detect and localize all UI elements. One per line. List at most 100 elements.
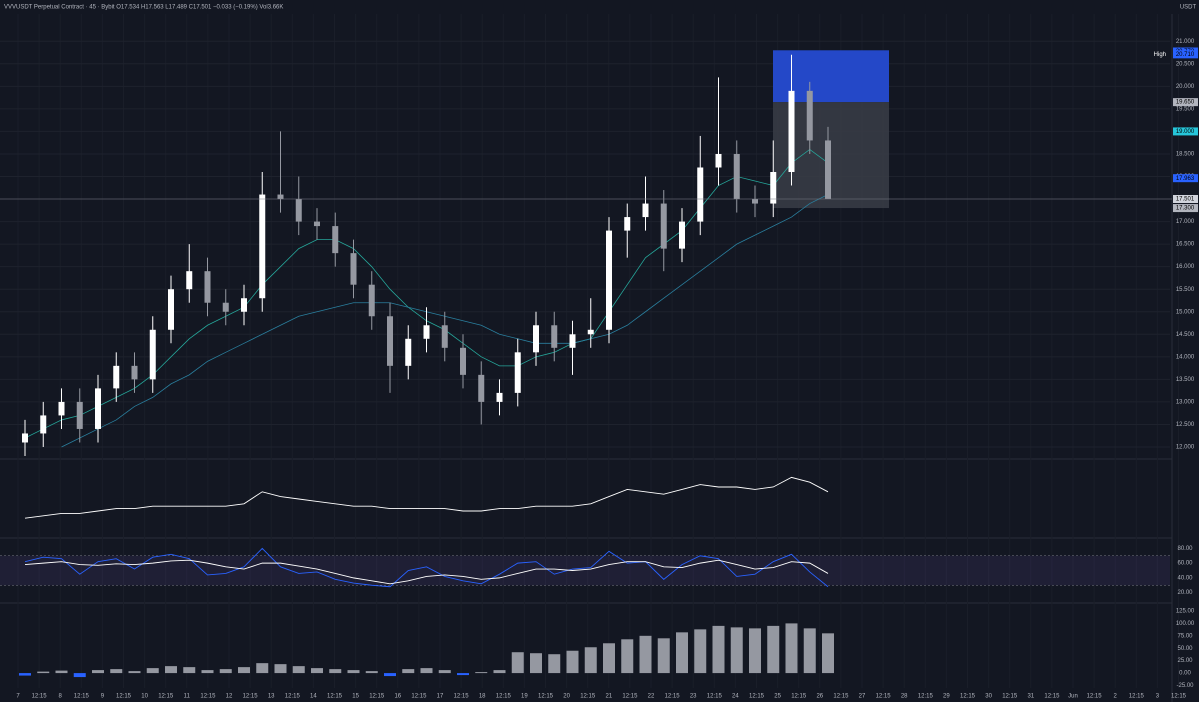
y-tick-label: 14.000	[1176, 354, 1195, 360]
y-tick-label: 20.000	[1176, 84, 1195, 90]
y-tick-label: 16.000	[1176, 264, 1195, 270]
bar	[676, 632, 688, 674]
y-tick-label: 14.500	[1176, 332, 1195, 338]
candle-body	[113, 365, 120, 389]
bar	[566, 650, 579, 674]
bar	[785, 623, 798, 674]
x-tick-label: 12:15	[665, 694, 681, 700]
candle-body	[186, 271, 193, 290]
x-tick-label: 12:15	[1129, 694, 1145, 700]
x-tick-label: 17	[437, 694, 444, 700]
x-tick-label: 19	[521, 694, 528, 700]
y-tick-label: 75.00	[1177, 633, 1193, 639]
x-tick-label: 12	[226, 694, 233, 700]
candle-body	[551, 325, 558, 348]
x-tick-label: 12:15	[32, 694, 48, 700]
bar	[420, 668, 433, 674]
bar	[201, 670, 214, 674]
y-tick-label: 21.000	[1176, 39, 1195, 45]
bar	[511, 652, 524, 674]
y-tick-label: 16.500	[1176, 242, 1195, 248]
y-tick-label: 19.500	[1176, 106, 1195, 112]
bar	[110, 669, 123, 674]
x-tick-label: 12:15	[74, 694, 90, 700]
x-tick-label: 2	[1114, 694, 1118, 700]
x-tick-label: 16	[394, 694, 401, 700]
candle-body	[587, 329, 594, 335]
bar	[493, 670, 506, 674]
x-tick-label: Jun	[1068, 694, 1078, 700]
x-tick-label: 26	[816, 694, 823, 700]
chart-title: VVVUSDT Perpetual Contract · 45 · Bybit …	[4, 5, 283, 11]
line	[24, 476, 829, 519]
y-tick-label: 18.500	[1176, 152, 1195, 158]
x-tick-label: 3	[1156, 694, 1160, 700]
x-tick-label: 14	[310, 694, 317, 700]
bar	[639, 635, 652, 674]
y-tick-label: 20.500	[1176, 61, 1195, 67]
band	[0, 555, 1170, 586]
candle-body	[825, 140, 831, 200]
bar	[256, 663, 269, 674]
x-tick-label: 12:15	[538, 694, 554, 700]
bar	[146, 668, 159, 674]
x-tick-label: 29	[943, 694, 950, 700]
y-tick-label: 12.000	[1176, 445, 1195, 451]
candle-body	[22, 433, 28, 443]
x-tick-label: 12:15	[496, 694, 512, 700]
bar	[712, 625, 725, 674]
candle-body	[95, 388, 101, 429]
y-tick-label: 12.500	[1176, 422, 1195, 428]
y-tick-label: 20.00	[1177, 590, 1193, 596]
x-tick-label: 12:15	[580, 694, 596, 700]
candle-body	[204, 271, 211, 303]
x-tick-label: 12:15	[1087, 694, 1103, 700]
x-tick-label: 12:15	[243, 694, 259, 700]
currency: USDT	[1180, 5, 1197, 11]
x-tick-label: 12:15	[960, 694, 976, 700]
y-tick-label: 15.000	[1176, 309, 1195, 315]
candle-body	[770, 172, 777, 204]
candle-body	[533, 325, 539, 353]
x-tick-label: 11	[184, 694, 191, 700]
bar	[530, 653, 542, 674]
price-marker-label: 19.000	[1176, 129, 1195, 135]
x-tick-label: 12:15	[876, 694, 892, 700]
x-tick-label: 12:15	[622, 694, 638, 700]
x-tick-label: 28	[901, 694, 908, 700]
bar	[694, 629, 707, 674]
candle-body	[715, 153, 722, 168]
x-tick-label: 12:15	[1171, 694, 1187, 700]
x-tick-label: 23	[690, 694, 697, 700]
x-tick-label: 12:15	[707, 694, 723, 700]
candle-body	[259, 194, 266, 299]
candle-body	[405, 338, 412, 366]
y-tick-label: -25.00	[1176, 683, 1194, 689]
bar	[584, 647, 597, 674]
bar	[657, 638, 670, 674]
x-tick-label: 8	[59, 694, 63, 700]
price-marker-label: 17.300	[1176, 206, 1195, 212]
bar	[292, 666, 305, 674]
x-tick-label: 12:15	[285, 694, 301, 700]
price-marker	[1173, 204, 1198, 213]
x-tick-label: 13	[268, 694, 275, 700]
bar	[37, 671, 50, 674]
x-tick-label: 30	[985, 694, 992, 700]
bar	[749, 628, 761, 674]
candle-body	[478, 374, 485, 402]
line	[24, 547, 829, 588]
y-tick-label: 15.500	[1176, 287, 1195, 293]
candle-body	[496, 392, 503, 402]
x-tick-label: 12:15	[833, 694, 849, 700]
price-marker-label: 20.710	[1176, 52, 1195, 58]
bar	[822, 633, 834, 674]
candle-body	[76, 401, 83, 429]
bar	[128, 671, 141, 674]
x-tick-label: 15	[352, 694, 359, 700]
x-tick-label: 25	[774, 694, 781, 700]
candle-body	[514, 352, 521, 393]
candle-body	[660, 203, 667, 249]
x-tick-label: 24	[732, 694, 739, 700]
bar	[603, 643, 615, 674]
